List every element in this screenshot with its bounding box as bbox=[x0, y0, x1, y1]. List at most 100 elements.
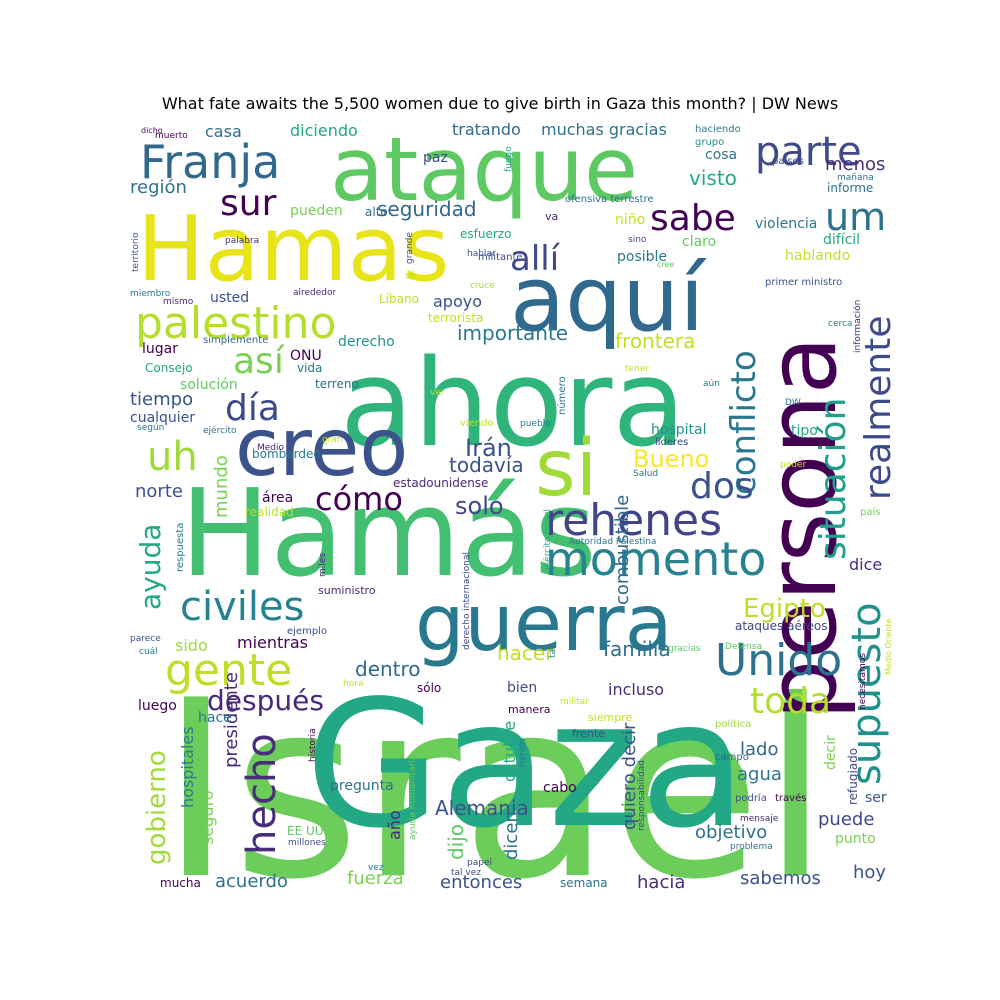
word-42: familia bbox=[603, 637, 671, 661]
word-135: grupo bbox=[695, 137, 724, 148]
word-120: semana bbox=[560, 876, 608, 890]
word-186: herido bbox=[518, 738, 528, 767]
word-17: civiles bbox=[180, 584, 304, 630]
word-188: política bbox=[715, 718, 751, 730]
word-190: través bbox=[775, 792, 806, 804]
word-144: grande bbox=[405, 232, 415, 264]
word-151: cerca bbox=[828, 319, 852, 329]
word-170: Autoridad Palestina bbox=[569, 537, 656, 547]
word-165: viendo bbox=[460, 418, 494, 429]
word-91: lugar bbox=[142, 341, 178, 357]
word-105: mientras bbox=[237, 633, 308, 652]
word-19: supuesto bbox=[844, 602, 890, 785]
word-159: país bbox=[860, 506, 880, 518]
word-38: Irán bbox=[465, 434, 512, 462]
word-51: región bbox=[130, 177, 187, 198]
word-83: cosa bbox=[705, 147, 737, 163]
word-140: palabra bbox=[225, 236, 259, 246]
word-4: ataque bbox=[330, 120, 638, 221]
word-101: bombardeo bbox=[252, 447, 321, 461]
word-146: cruce bbox=[470, 281, 495, 291]
word-27: sur bbox=[220, 183, 277, 224]
word-57: hospitales bbox=[178, 726, 197, 808]
word-175: parece bbox=[130, 634, 161, 644]
word-117: cabo bbox=[543, 780, 577, 796]
word-18: gente bbox=[165, 645, 292, 696]
word-189: campo bbox=[715, 752, 749, 763]
word-179: necesitamos bbox=[858, 653, 868, 710]
word-187: responsabilidad bbox=[637, 760, 647, 831]
word-9: creo bbox=[235, 401, 408, 494]
word-53: tiempo bbox=[130, 389, 193, 410]
word-161: gran bbox=[322, 435, 343, 445]
word-176: cuál bbox=[139, 647, 158, 657]
word-16: Unido bbox=[715, 635, 842, 686]
word-0: Israel bbox=[160, 648, 830, 890]
word-132: países bbox=[772, 155, 804, 167]
word-108: hace bbox=[198, 710, 232, 726]
word-65: hacia bbox=[637, 872, 685, 890]
word-89: informe bbox=[827, 181, 873, 195]
word-167: número bbox=[556, 376, 568, 415]
word-157: Salud bbox=[633, 469, 658, 479]
word-129: esfuerzo bbox=[460, 227, 511, 241]
word-39: Bueno bbox=[633, 445, 709, 473]
word-114: refugiado bbox=[846, 748, 860, 805]
word-115: ser bbox=[865, 790, 887, 806]
word-192: mensaje bbox=[740, 814, 779, 824]
word-48: importante bbox=[457, 321, 568, 345]
word-96: terreno bbox=[315, 377, 359, 391]
word-109: luego bbox=[138, 698, 177, 714]
word-74: tratando bbox=[452, 120, 521, 139]
word-193: problema bbox=[730, 842, 773, 852]
word-24: sabe bbox=[650, 198, 736, 239]
word-28: uh bbox=[147, 434, 198, 480]
word-88: paz bbox=[423, 150, 448, 166]
word-92: derecho bbox=[338, 334, 395, 350]
word-64: entonces bbox=[440, 872, 522, 890]
word-15: rehenes bbox=[545, 495, 722, 546]
word-118: EE UU bbox=[287, 824, 324, 838]
word-163: según bbox=[137, 423, 164, 433]
word-76: casa bbox=[205, 122, 242, 141]
word-110: pregunta bbox=[330, 778, 394, 794]
word-185: militar bbox=[560, 697, 589, 707]
word-79: posible bbox=[617, 249, 667, 265]
word-22: situación bbox=[813, 398, 854, 560]
word-180: Defensa bbox=[725, 642, 762, 652]
word-153: aún bbox=[703, 379, 720, 389]
word-94: vida bbox=[297, 361, 322, 375]
word-62: acuerdo bbox=[215, 871, 288, 890]
word-143: alrededor bbox=[293, 288, 337, 298]
word-194: millones bbox=[288, 838, 326, 848]
word-106: ataques aéreos bbox=[735, 619, 827, 633]
word-178: gracias bbox=[668, 644, 701, 654]
word-12: parte bbox=[755, 129, 862, 175]
word-183: historia bbox=[308, 728, 318, 762]
word-47: frontera bbox=[615, 329, 695, 353]
word-184: ayuda humanitaria bbox=[408, 755, 418, 840]
word-168: ejército Israel bbox=[542, 509, 553, 570]
chart-title: What fate awaits the 5,500 women due to … bbox=[161, 94, 839, 113]
word-128: terrorista bbox=[428, 311, 483, 325]
word-36: después bbox=[207, 684, 324, 717]
word-81: difícil bbox=[823, 232, 860, 248]
word-173: suministro bbox=[318, 584, 376, 597]
word-13: palestino bbox=[135, 298, 336, 349]
word-44: todavía bbox=[449, 453, 524, 477]
word-55: mundo bbox=[211, 455, 232, 518]
word-75: muchas gracias bbox=[541, 120, 667, 139]
word-142: mismo bbox=[163, 297, 194, 307]
word-66: sabemos bbox=[740, 868, 821, 889]
word-43: dentro bbox=[355, 657, 421, 681]
word-156: poder bbox=[780, 460, 806, 470]
word-59: octubre bbox=[500, 721, 519, 782]
word-137: muerto bbox=[155, 131, 188, 141]
word-5: Hamas bbox=[137, 197, 450, 302]
word-138: dicho bbox=[141, 126, 163, 135]
word-82: violencia bbox=[755, 216, 817, 232]
word-33: cómo bbox=[315, 480, 403, 518]
word-130: militante bbox=[478, 252, 523, 263]
word-90: usted bbox=[210, 290, 249, 306]
word-191: podría bbox=[735, 792, 767, 804]
